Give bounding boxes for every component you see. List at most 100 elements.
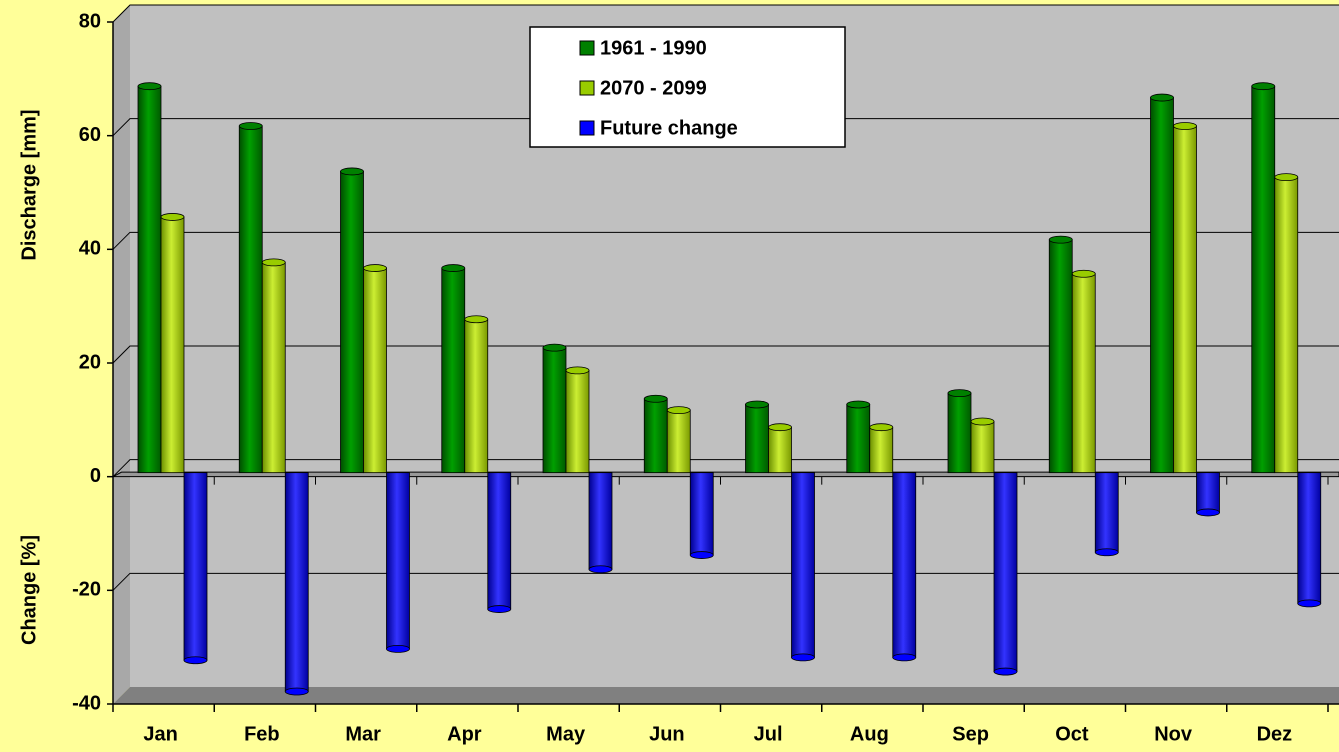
bar (791, 472, 815, 658)
legend-swatch (579, 80, 595, 96)
bar-cap (588, 565, 613, 574)
bar-cap (386, 644, 410, 653)
x-tick-label: Jun (649, 723, 685, 745)
grid-line (112, 118, 1339, 137)
bar-cap (1071, 269, 1096, 278)
bar (768, 426, 792, 474)
legend-swatch (579, 40, 595, 56)
grid-line (112, 459, 1339, 478)
x-tick-label: Jan (143, 723, 177, 745)
bar (970, 421, 995, 474)
bar-cap (869, 423, 894, 432)
bar-cap (1274, 173, 1299, 182)
bar (464, 318, 489, 474)
bar-cap (363, 264, 387, 272)
bar (745, 404, 769, 474)
x-tick-label: Oct (1055, 723, 1089, 745)
bar (947, 392, 972, 474)
bar (183, 472, 208, 661)
bar-cap (340, 167, 364, 176)
bar-cap (183, 656, 208, 665)
bar-cap (666, 406, 691, 415)
bar-cap (284, 687, 309, 696)
bar (1150, 97, 1174, 474)
bar-cap (643, 394, 668, 403)
bar (565, 369, 590, 474)
y-axis-title-change: Change [%] (18, 535, 40, 645)
grid-line (112, 572, 1339, 591)
bar-cap (745, 400, 769, 409)
bar (1071, 273, 1096, 474)
bar (1196, 472, 1220, 513)
bar (1048, 239, 1073, 474)
x-tick-label: Dez (1257, 723, 1293, 745)
bar-cap (1196, 508, 1220, 517)
bar (238, 125, 263, 474)
y-tick-label: 60 (79, 124, 101, 146)
bar-cap (487, 605, 512, 613)
grid-line (112, 4, 1339, 23)
bar (869, 426, 894, 474)
bar-cap (464, 315, 489, 324)
legend-swatch (579, 120, 595, 136)
bar-cap (1173, 122, 1197, 130)
bar (643, 398, 668, 474)
bar-cap (238, 122, 263, 130)
bar-cap (1251, 82, 1276, 91)
bar (588, 472, 613, 570)
bar (487, 472, 512, 610)
bar-cap (565, 366, 590, 375)
bar-cap (993, 667, 1018, 676)
bar-cap (970, 417, 995, 426)
bar (261, 261, 286, 474)
grid-line (112, 231, 1339, 250)
bar (993, 472, 1018, 672)
bar (363, 267, 387, 474)
x-tick-label: Jul (754, 723, 783, 745)
bar-cap (261, 258, 286, 267)
bar (846, 404, 871, 474)
y-axis-title: Discharge [mm] (18, 109, 40, 260)
legend: 1961 - 1990 2070 - 2099 Future change (529, 26, 846, 148)
y-tick-label: 80 (79, 10, 101, 32)
bar-cap (137, 82, 162, 91)
bar-cap (160, 213, 185, 221)
zero-plane (112, 471, 1339, 478)
x-tick-label: Sep (952, 723, 989, 745)
bar-cap (1297, 599, 1322, 608)
bar-cap (791, 653, 815, 662)
bar-cap (1094, 548, 1119, 557)
bar (1251, 85, 1276, 474)
x-tick-label: May (546, 723, 586, 745)
bar (386, 472, 410, 650)
y-tick-label: 20 (79, 351, 101, 373)
bar-cap (441, 264, 466, 272)
bar-cap (1048, 235, 1073, 244)
y-tick-label: -40 (72, 692, 101, 714)
x-tick-label: Aug (850, 723, 889, 745)
bar (284, 472, 309, 692)
bar (1297, 472, 1322, 604)
x-tick-label: Feb (244, 723, 280, 745)
y-tick-label: -20 (72, 579, 101, 601)
bar-cap (689, 551, 714, 559)
bar (542, 347, 567, 474)
bar-cap (947, 389, 972, 398)
bar (892, 472, 917, 658)
x-tick-label: Apr (447, 723, 482, 745)
bar (137, 85, 162, 474)
legend-label: 2070 - 2099 (600, 77, 707, 99)
bar (666, 409, 691, 474)
bar-cap (768, 423, 792, 432)
legend-label: Future change (600, 117, 738, 139)
y-tick-label: 40 (79, 238, 101, 260)
x-tick-label: Nov (1154, 723, 1193, 745)
bar (160, 216, 185, 474)
bar (689, 472, 714, 556)
x-tick-label: Mar (345, 723, 381, 745)
bar-cap (846, 400, 871, 409)
floor (113, 687, 1339, 704)
grid-line (112, 345, 1339, 364)
y-tick-label: 0 (90, 465, 101, 487)
bar-cap (892, 653, 917, 662)
